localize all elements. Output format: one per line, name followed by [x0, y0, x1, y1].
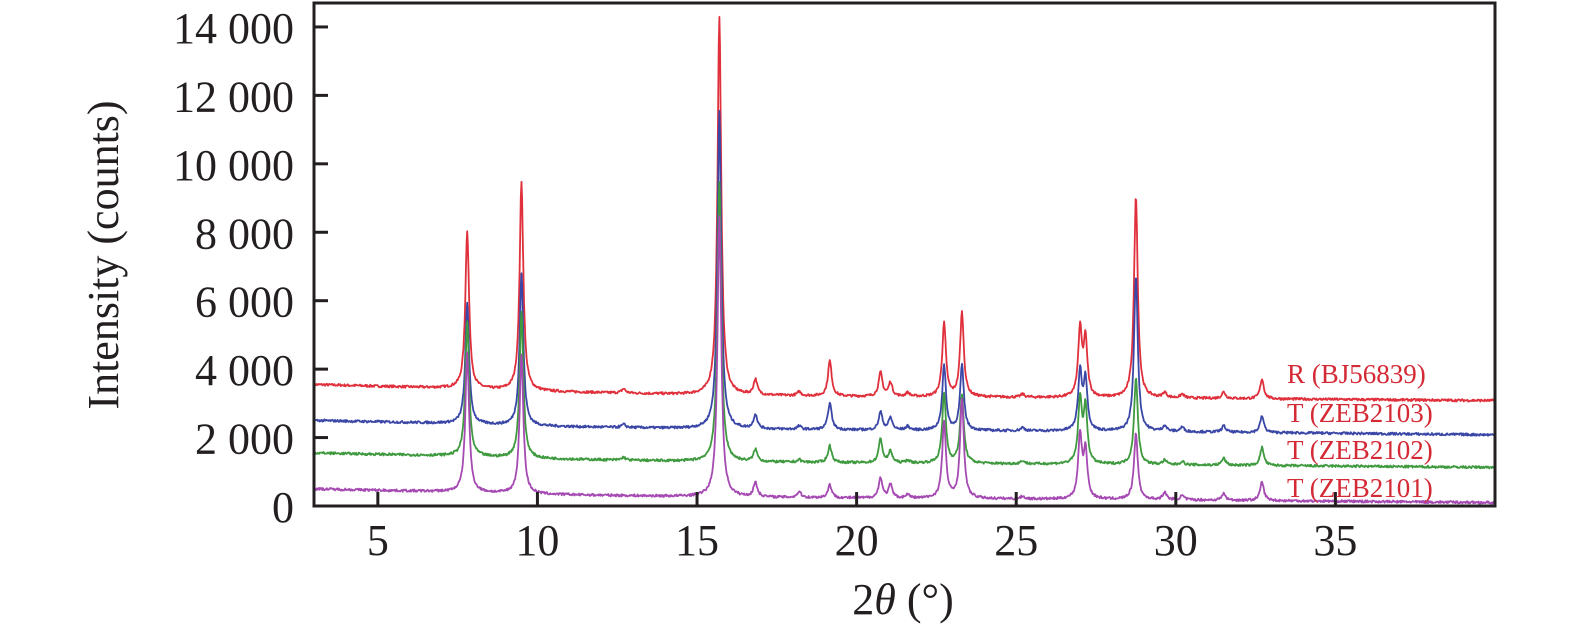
x-tick-label: 30 [1154, 516, 1198, 565]
plot-frame [312, 1, 1497, 508]
y-tick-label: 6 000 [195, 278, 294, 327]
series-label: T (ZEB2102) [1287, 435, 1433, 465]
y-tick-label: 4 000 [195, 346, 294, 395]
x-tick-label: 5 [367, 516, 389, 565]
x-axis-title: 2θ (°) [852, 575, 954, 624]
y-tick-label: 10 000 [173, 141, 294, 190]
y-tick-label: 8 000 [195, 209, 294, 258]
series-line-3 [313, 215, 1496, 505]
series-line-1 [313, 110, 1495, 437]
x-tick-label: 25 [994, 516, 1038, 565]
x-tick-label: 35 [1313, 516, 1357, 565]
series-label: T (ZEB2103) [1287, 398, 1433, 428]
ticks-layer: 5 10 15 20 25 30 35 0 2 000 4 000 6 000 8 000 10 000… [173, 4, 1357, 565]
y-tick-label: 12 000 [173, 72, 294, 121]
y-axis-title: Intensity (counts) [79, 100, 128, 409]
x-tick-label: 10 [515, 516, 559, 565]
y-tick-label: 2 000 [195, 415, 294, 464]
y-tick-label: 0 [272, 483, 294, 532]
x-tick-label: 20 [835, 516, 879, 565]
series-line-2 [313, 181, 1496, 470]
x-axis-title-prefix: 2 [852, 575, 874, 624]
series-labels: R (BJ56839) T (ZEB2103) T (ZEB2102) T (ZEB2… [1287, 359, 1433, 503]
x-axis-title-unit: (°) [896, 575, 954, 624]
series-line-0 [313, 15, 1495, 403]
series-label: R (BJ56839) [1287, 359, 1426, 389]
y-tick-label: 14 000 [173, 4, 294, 53]
x-axis-title-symbol: θ [874, 575, 896, 624]
x-tick-label: 15 [675, 516, 719, 565]
series-layer [313, 15, 1496, 505]
series-label: T (ZEB2101) [1287, 473, 1433, 503]
